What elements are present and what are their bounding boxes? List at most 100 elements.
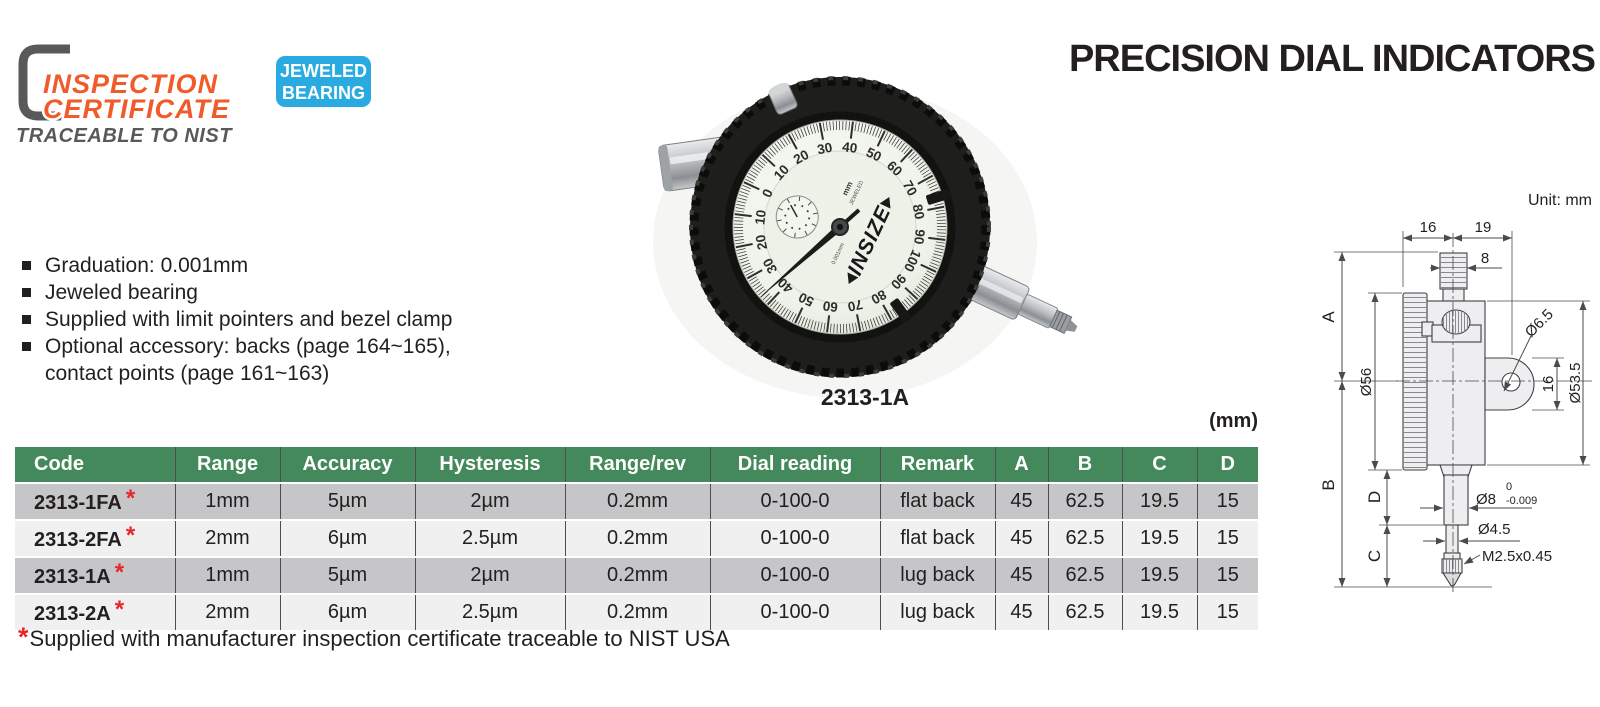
badge-line2: BEARING [281, 82, 365, 103]
spec-cell: 62.5 [1047, 593, 1122, 630]
dim-B: B [1319, 479, 1338, 490]
svg-text:70: 70 [846, 297, 864, 315]
spec-cell: 45 [994, 593, 1048, 630]
revolution-counter-ticks [777, 196, 818, 238]
logo-traceable: TRACEABLE TO NIST [16, 125, 233, 147]
spec-cell: 0.2mm [564, 519, 710, 557]
column-header: A [994, 447, 1048, 483]
spec-cell: lug back [879, 556, 995, 594]
table-row: 2313-2FA * 2mm 6µm 2.5µm 0.2mm 0-100-0 flat bac… [15, 519, 1258, 557]
product-code-caption: 2313-1A [820, 384, 910, 410]
clamp-knob [768, 82, 798, 115]
svg-text:60: 60 [822, 298, 839, 315]
column-header: Code [15, 447, 175, 483]
spec-cell: 19.5 [1121, 556, 1197, 594]
svg-text:40: 40 [841, 139, 858, 156]
spec-cell: 62.5 [1047, 482, 1122, 520]
svg-text:80: 80 [910, 203, 928, 221]
spec-cell: 5µm [279, 482, 415, 520]
code-asterisk: * [125, 484, 136, 512]
spec-cell: 6µm [279, 593, 415, 630]
spec-cell: flat back [879, 519, 995, 557]
svg-text:20: 20 [791, 147, 811, 167]
svg-text:70: 70 [900, 178, 920, 198]
dim-lug-hole: Ø6.5 [1522, 306, 1557, 341]
feature-list: Graduation: 0.001mm Jeweled bearing Suppli… [20, 252, 488, 387]
svg-text:10: 10 [771, 162, 792, 183]
footnote-text: Supplied with manufacturer inspection ce… [29, 626, 730, 651]
spec-cell: lug back [879, 593, 995, 630]
spec-cell: 2.5µm [414, 593, 565, 630]
table-row: 2313-1A * 1mm 5µm 2µm 0.2mm 0-100-0 lug back 45 6… [15, 556, 1258, 594]
svg-text:30: 30 [760, 256, 780, 276]
contact-tip [1441, 572, 1462, 587]
code-cell: 2313-1A * [15, 556, 175, 594]
column-header: Accuracy [279, 447, 415, 483]
spec-cell: 2µm [414, 556, 565, 594]
dim-dial-od: Ø56 [1358, 368, 1375, 396]
svg-text:50: 50 [864, 145, 884, 165]
code-cell: 2313-2A * [15, 593, 175, 630]
dim-stem: Ø8 [1476, 491, 1496, 508]
spec-cell: 0-100-0 [709, 482, 880, 520]
dim-19-top: 19 [1475, 219, 1492, 236]
code-asterisk: * [114, 595, 125, 623]
spec-cell: 0-100-0 [709, 556, 880, 594]
spec-cell: 15 [1196, 482, 1258, 520]
code-asterisk: * [125, 521, 136, 549]
spec-cell: 1mm [174, 556, 280, 594]
spec-cell: 15 [1196, 519, 1258, 557]
dim-spindle: Ø4.5 [1478, 521, 1511, 538]
spec-cell: 15 [1196, 556, 1258, 594]
dim-16-top: 16 [1420, 219, 1437, 236]
jeweled-bearing-badge: JEWELED BEARING [276, 56, 371, 107]
spec-cell: 45 [994, 519, 1048, 557]
column-header: C [1121, 447, 1197, 483]
dim-body-od: Ø53.5 [1567, 363, 1584, 404]
spec-cell: 0.2mm [564, 556, 710, 594]
svg-text:90: 90 [911, 228, 928, 245]
spec-cell: 15 [1196, 593, 1258, 630]
column-header: B [1047, 447, 1122, 483]
spec-cell: 5µm [279, 556, 415, 594]
limit-pointer-tab [926, 189, 951, 205]
spec-cell: 1mm [174, 482, 280, 520]
spec-cell: 0-100-0 [709, 593, 880, 630]
spec-cell: 45 [994, 482, 1048, 520]
spec-cell: 62.5 [1047, 556, 1122, 594]
table-unit-note: (mm) [1209, 410, 1258, 432]
column-header: Range [174, 447, 280, 483]
feature-item: Supplied with limit pointers and bezel c… [20, 306, 488, 333]
feature-item: Optional accessory: backs (page 164~165)… [20, 333, 488, 387]
table-row: 2313-2A * 2mm 6µm 2.5µm 0.2mm 0-100-0 lug back 4… [15, 593, 1258, 630]
dim-8: 8 [1481, 250, 1489, 267]
svg-text:60: 60 [884, 158, 905, 179]
spec-cell: 0.2mm [564, 482, 710, 520]
dim-stem-tol-bottom: -0.009 [1506, 495, 1537, 507]
svg-text:80: 80 [869, 287, 889, 307]
column-header: Dial reading [709, 447, 880, 483]
inspection-certificate-logo: INSPECTION CERTIFICATE TRACEABLE TO NIST [16, 44, 233, 147]
spec-table: Code Range Accuracy Hysteresis Range/rev Dial… [15, 447, 1258, 630]
feature-item: Jeweled bearing [20, 279, 488, 306]
header-row: Code Range Accuracy Hysteresis Range/rev Dial… [15, 447, 1258, 483]
dim-stem-tol-top: 0 [1506, 481, 1512, 493]
stem [1443, 474, 1469, 526]
dim-A: A [1319, 311, 1338, 323]
footnote-asterisk: * [18, 622, 29, 652]
svg-text:20: 20 [753, 233, 771, 251]
footnote: *Supplied with manufacturer inspection c… [18, 622, 730, 656]
svg-text:30: 30 [816, 140, 834, 158]
column-header: Remark [879, 447, 995, 483]
page-title: PRECISION DIAL INDICATORS [1068, 38, 1596, 80]
spec-cell: 2µm [414, 482, 565, 520]
dim-C: C [1365, 550, 1384, 562]
spec-cell: 19.5 [1121, 482, 1197, 520]
badge-line1: JEWELED [279, 60, 367, 81]
logo-line1: INSPECTION [43, 69, 218, 99]
logo-line2: CERTIFICATE [43, 94, 230, 124]
spec-cell: 19.5 [1121, 593, 1197, 630]
revolution-counter [775, 195, 819, 239]
